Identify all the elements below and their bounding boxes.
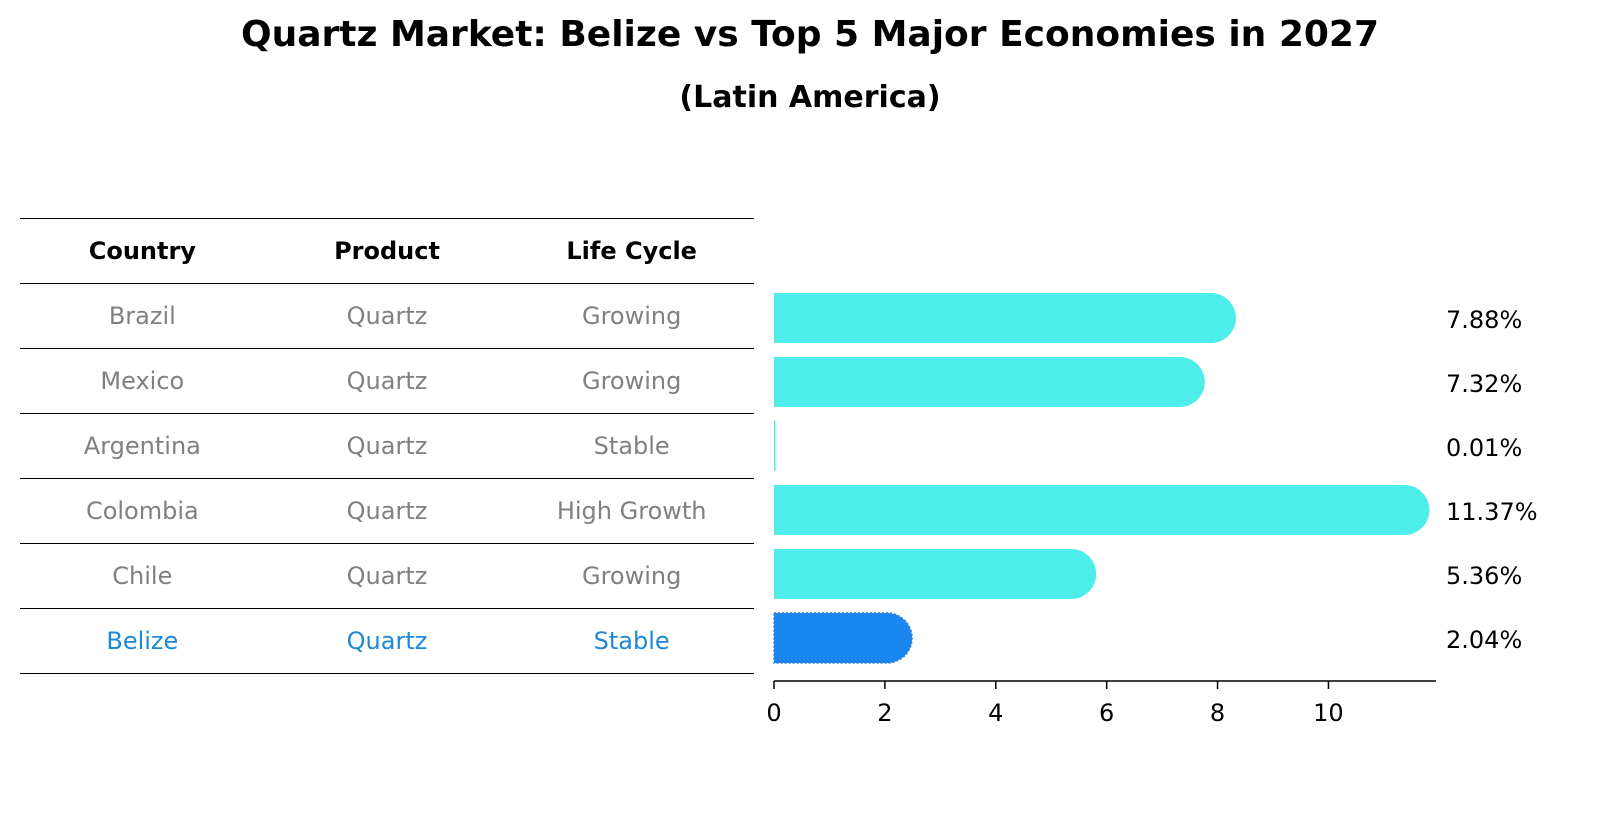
cell-country: Chile <box>112 562 173 590</box>
cell-life-cycle: Growing <box>581 302 682 330</box>
table-row: Brazil Quartz Growing <box>20 283 754 348</box>
data-label-mexico: 7.32% <box>1446 370 1522 398</box>
cell-country: Brazil <box>108 302 176 330</box>
bar-belize <box>773 612 913 664</box>
data-label-brazil: 7.88% <box>1446 306 1522 334</box>
x-tick-label: 4 <box>988 699 1003 727</box>
cell-product: Quartz <box>346 627 428 655</box>
x-tick-label: 6 <box>1099 699 1114 727</box>
header-country: Country <box>88 237 196 265</box>
cell-life-cycle: Growing <box>581 562 682 590</box>
cell-country: Mexico <box>100 367 185 395</box>
header-product: Product <box>334 237 440 265</box>
data-label-colombia: 11.37% <box>1446 498 1538 526</box>
cell-country: Argentina <box>83 432 201 460</box>
x-tick-label: 2 <box>877 699 892 727</box>
cell-product: Quartz <box>346 302 428 330</box>
data-table: Country Product Life Cycle Brazil Quartz… <box>20 218 754 674</box>
bar-brazil <box>774 293 1236 343</box>
data-label-chile: 5.36% <box>1446 562 1522 590</box>
cell-product: Quartz <box>346 432 428 460</box>
data-label-belize: 2.04% <box>1446 626 1522 654</box>
cell-product: Quartz <box>346 562 428 590</box>
cell-life-cycle: Stable <box>593 627 670 655</box>
bar-argentina <box>774 421 776 471</box>
chart-title: Quartz Market: Belize vs Top 5 Major Eco… <box>240 14 1380 55</box>
table-row-highlighted: Belize Quartz Stable <box>20 608 754 674</box>
bar-colombia <box>774 485 1430 535</box>
cell-product: Quartz <box>346 497 428 525</box>
header-life-cycle: Life Cycle <box>566 237 697 265</box>
table-header-row: Country Product Life Cycle <box>20 218 754 283</box>
cell-life-cycle: Growing <box>581 367 682 395</box>
cell-country: Belize <box>106 627 179 655</box>
x-tick-label: 8 <box>1210 699 1225 727</box>
table-row: Colombia Quartz High Growth <box>20 478 754 543</box>
table-row: Mexico Quartz Growing <box>20 348 754 413</box>
table-row: Argentina Quartz Stable <box>20 413 754 478</box>
cell-life-cycle: Stable <box>593 432 670 460</box>
cell-country: Colombia <box>85 497 199 525</box>
table-row: Chile Quartz Growing <box>20 543 754 608</box>
cell-product: Quartz <box>346 367 428 395</box>
bar-chile <box>774 549 1097 599</box>
x-tick-label: 10 <box>1313 699 1344 727</box>
x-tick-label: 0 <box>766 699 781 727</box>
chart-subtitle: (Latin America) <box>679 80 941 115</box>
cell-life-cycle: High Growth <box>556 497 707 525</box>
bar-mexico <box>774 357 1205 407</box>
data-label-argentina: 0.01% <box>1446 434 1522 462</box>
